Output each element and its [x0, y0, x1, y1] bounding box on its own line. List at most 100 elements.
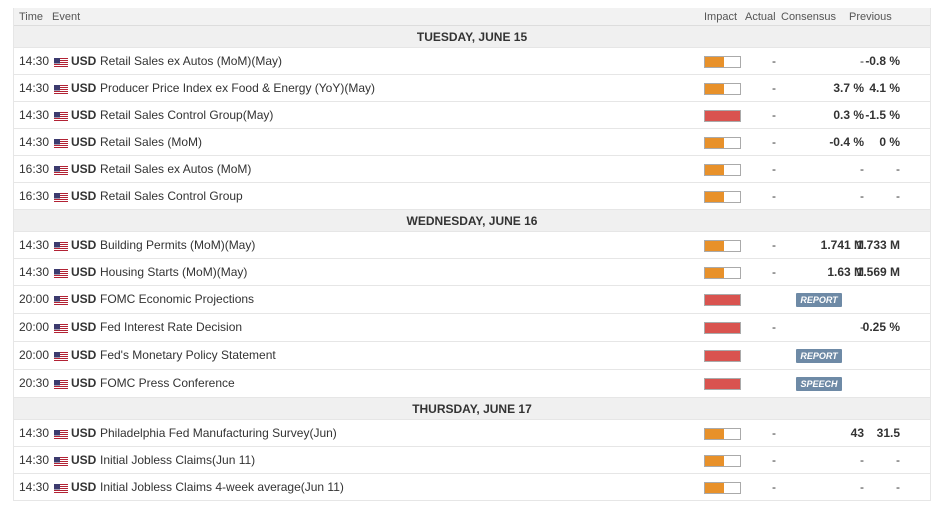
event-name[interactable]: Retail Sales (MoM) — [100, 135, 203, 149]
event-previous: 31.5 — [854, 420, 900, 447]
previous-value: - — [896, 453, 900, 467]
event-type-badge[interactable]: REPORT — [796, 349, 842, 363]
header-previous: Previous — [849, 11, 892, 23]
event-name[interactable]: Retail Sales ex Autos (MoM) — [100, 162, 252, 176]
previous-value: - — [896, 189, 900, 203]
event-previous: -1.5 % — [854, 102, 900, 129]
table-row[interactable]: 14:30 USD Retail Sales ex Autos (MoM)(May)… — [14, 48, 930, 75]
previous-value: 4.1 % — [869, 81, 900, 95]
event-time: 16:30 — [19, 162, 50, 176]
impact-indicator — [704, 191, 741, 203]
event-consensus: - — [860, 162, 864, 176]
table-row[interactable]: 14:30 USD Initial Jobless Claims(Jun 11) - -… — [14, 447, 930, 474]
event-time: 20:30 — [19, 376, 50, 390]
previous-value: 0 % — [879, 135, 900, 149]
event-name[interactable]: Retail Sales ex Autos (MoM)(May) — [100, 54, 283, 68]
event-actual: - — [772, 480, 776, 494]
event-actual: - — [772, 81, 776, 95]
event-actual: - — [772, 265, 776, 279]
event-currency: USD — [71, 265, 97, 279]
event-name[interactable]: Producer Price Index ex Food & Energy (Y… — [100, 81, 376, 95]
impact-indicator — [704, 110, 741, 122]
us-flag-icon — [54, 268, 68, 279]
event-consensus: - — [860, 189, 864, 203]
event-currency: USD — [71, 453, 97, 467]
event-time: 14:30 — [19, 81, 50, 95]
event-previous: 0 % — [854, 129, 900, 156]
table-row[interactable]: 20:00 USD Fed Interest Rate Decision - -0.25… — [14, 314, 930, 342]
impact-indicator — [704, 137, 741, 149]
event-name[interactable]: Philadelphia Fed Manufacturing Survey(Ju… — [100, 426, 337, 440]
us-flag-icon — [54, 84, 68, 95]
table-row[interactable]: 16:30 USD Retail Sales Control Group - - - — [14, 183, 930, 210]
event-name[interactable]: Housing Starts (MoM)(May) — [100, 265, 248, 279]
event-time: 14:30 — [19, 238, 50, 252]
us-flag-icon — [54, 57, 68, 68]
table-body: TUESDAY, JUNE 15 14:30 USD Retail Sales ex … — [14, 26, 930, 501]
event-previous: 1.569 M — [854, 259, 900, 286]
us-flag-icon — [54, 138, 68, 149]
day-header: TUESDAY, JUNE 15 — [14, 26, 930, 48]
event-time: 20:00 — [19, 320, 50, 334]
us-flag-icon — [54, 351, 68, 362]
impact-indicator — [704, 322, 741, 334]
economic-calendar-table: Time Event Impact Actual Consensus Previ… — [13, 8, 931, 501]
table-row[interactable]: 20:30 USD FOMC Press Conference SPEECH — [14, 370, 930, 398]
impact-indicator — [704, 455, 741, 467]
event-currency: USD — [71, 108, 97, 122]
event-name[interactable]: Retail Sales Control Group — [100, 189, 243, 203]
event-name[interactable]: Building Permits (MoM)(May) — [100, 238, 256, 252]
table-row[interactable]: 14:30 USD Producer Price Index ex Food & E… — [14, 75, 930, 102]
event-currency: USD — [71, 162, 97, 176]
header-impact: Impact — [704, 11, 738, 23]
previous-value: -1.5 % — [865, 108, 900, 122]
table-row[interactable]: 14:30 USD Initial Jobless Claims 4-week av… — [14, 474, 930, 501]
table-row[interactable]: 16:30 USD Retail Sales ex Autos (MoM) - - - — [14, 156, 930, 183]
us-flag-icon — [54, 323, 68, 334]
header-actual: Actual — [745, 11, 776, 23]
event-actual: - — [772, 135, 776, 149]
event-type-badge[interactable]: SPEECH — [796, 377, 842, 391]
impact-indicator — [704, 294, 741, 306]
us-flag-icon — [54, 241, 68, 252]
us-flag-icon — [54, 111, 68, 122]
event-name[interactable]: Retail Sales Control Group(May) — [100, 108, 274, 122]
event-previous: -0.8 % — [854, 48, 900, 75]
event-name[interactable]: Initial Jobless Claims(Jun 11) — [100, 453, 256, 467]
event-consensus: -0.4 % — [829, 135, 864, 149]
table-row[interactable]: 14:30 USD Philadelphia Fed Manufacturing S… — [14, 420, 930, 447]
impact-indicator — [704, 428, 741, 440]
event-name[interactable]: FOMC Press Conference — [100, 376, 235, 390]
event-actual: - — [772, 453, 776, 467]
event-currency: USD — [71, 81, 97, 95]
event-previous: - — [854, 474, 900, 501]
table-row[interactable]: 14:30 USD Retail Sales (MoM) - -0.4 % 0 % — [14, 129, 930, 156]
previous-value: 0.25 % — [862, 320, 900, 334]
event-currency: USD — [71, 480, 97, 494]
event-consensus: 43 — [850, 426, 864, 440]
table-row[interactable]: 20:00 USD FOMC Economic Projections REPORT — [14, 286, 930, 314]
event-currency: USD — [71, 348, 97, 362]
event-consensus: - — [860, 480, 864, 494]
table-row[interactable]: 14:30 USD Building Permits (MoM)(May) - 1.74… — [14, 232, 930, 280]
event-type-badge[interactable]: REPORT — [796, 293, 842, 307]
table-row[interactable]: 20:00 USD Fed's Monetary Policy Statement R… — [14, 342, 930, 370]
previous-value: - — [896, 162, 900, 176]
event-actual: - — [772, 54, 776, 68]
event-time: 14:30 — [19, 480, 50, 494]
event-name[interactable]: Fed's Monetary Policy Statement — [100, 348, 276, 362]
impact-indicator — [704, 240, 741, 252]
event-consensus: - — [860, 320, 864, 334]
event-name[interactable]: Fed Interest Rate Decision — [100, 320, 243, 334]
event-actual: - — [772, 426, 776, 440]
us-flag-icon — [54, 456, 68, 467]
table-row[interactable]: 14:30 USD Housing Starts (MoM)(May) - 1.63 M… — [14, 259, 930, 286]
event-name[interactable]: FOMC Economic Projections — [100, 292, 255, 306]
event-time: 14:30 — [19, 135, 50, 149]
us-flag-icon — [54, 379, 68, 390]
previous-value: 31.5 — [876, 426, 900, 440]
event-currency: USD — [71, 292, 97, 306]
event-name[interactable]: Initial Jobless Claims 4-week average(Ju… — [100, 480, 344, 494]
impact-indicator — [704, 56, 741, 68]
table-row[interactable]: 14:30 USD Retail Sales Control Group(May) -… — [14, 102, 930, 129]
